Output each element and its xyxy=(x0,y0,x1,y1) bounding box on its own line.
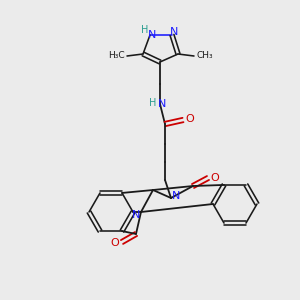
Text: H: H xyxy=(149,98,157,108)
Text: N: N xyxy=(172,191,180,201)
Text: N: N xyxy=(132,210,140,220)
Text: O: O xyxy=(111,238,119,248)
Text: H: H xyxy=(141,25,149,35)
Text: O: O xyxy=(186,114,194,124)
Text: H₃C: H₃C xyxy=(108,52,124,61)
Text: CH₃: CH₃ xyxy=(197,52,213,61)
Text: N: N xyxy=(158,99,166,109)
Text: O: O xyxy=(211,173,219,183)
Text: N: N xyxy=(148,30,156,40)
Text: N: N xyxy=(170,27,178,37)
